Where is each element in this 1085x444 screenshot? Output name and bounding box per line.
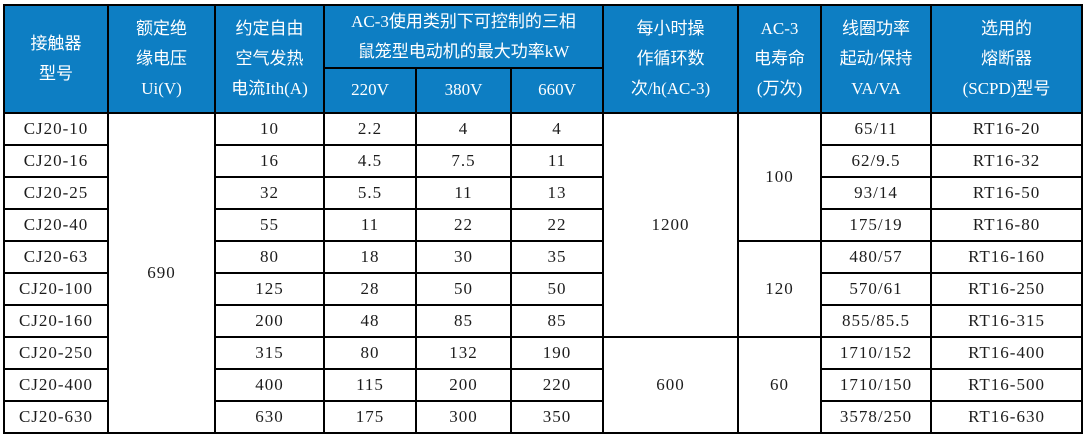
cell-thermal-current: 200 <box>214 304 325 338</box>
cell-model: CJ20-25 <box>3 176 109 210</box>
cell-model: CJ20-40 <box>3 208 109 242</box>
cell-coil-power: 175/19 <box>820 208 933 242</box>
cell-fuse-model: RT16-50 <box>930 176 1084 210</box>
cell-power-380v: 300 <box>415 400 512 434</box>
cell-model: CJ20-63 <box>3 240 109 274</box>
cell-coil-power: 62/9.5 <box>820 144 933 178</box>
header-insulation-voltage: 额定绝 缘电压 Ui(V) <box>107 4 216 114</box>
cell-coil-power: 65/11 <box>820 112 933 146</box>
cell-electrical-life: 120 <box>737 240 823 338</box>
cell-fuse-model: RT16-250 <box>930 272 1084 306</box>
cell-power-660v: 35 <box>509 240 605 274</box>
cell-model: CJ20-10 <box>3 112 109 146</box>
cell-thermal-current: 80 <box>214 240 325 274</box>
cell-insulation-voltage: 690 <box>107 112 216 434</box>
contactor-spec-table: 接触器 型号 额定绝 缘电压 Ui(V) 约定自由 空气发热 电流Ith(A) … <box>3 4 1084 434</box>
header-coil-power: 线圈功率 起动/保持 VA/VA <box>820 4 933 114</box>
header-ac3-max-power: AC-3使用类别下可控制的三相 鼠笼型电动机的最大功率kW <box>322 4 605 69</box>
cell-fuse-model: RT16-80 <box>930 208 1084 242</box>
cell-power-220v: 5.5 <box>323 176 417 210</box>
cell-power-220v: 80 <box>323 336 417 370</box>
cell-power-660v: 13 <box>509 176 605 210</box>
cell-thermal-current: 630 <box>214 400 325 434</box>
cell-model: CJ20-630 <box>3 400 109 434</box>
cell-power-660v: 190 <box>509 336 605 370</box>
cell-thermal-current: 400 <box>214 368 325 402</box>
cell-fuse-model: RT16-400 <box>930 336 1084 370</box>
cell-coil-power: 93/14 <box>820 176 933 210</box>
header-380v: 380V <box>415 67 512 114</box>
table-row: CJ20-250 315 80 132 190 600 60 1710/152 … <box>3 336 1084 434</box>
table-row: CJ20-63 80 18 30 35 120 480/57 RT16-160 <box>3 240 1084 338</box>
cell-power-660v: 85 <box>509 304 605 338</box>
cell-power-660v: 4 <box>509 112 605 146</box>
table-row: CJ20-400 400 115 200 220 1710/150 RT16-5… <box>3 368 1084 402</box>
cell-coil-power: 1710/150 <box>820 368 933 402</box>
cell-fuse-model: RT16-32 <box>930 144 1084 178</box>
cell-power-660v: 11 <box>509 144 605 178</box>
cell-thermal-current: 16 <box>214 144 325 178</box>
header-electrical-life: AC-3 电寿命 (万次) <box>737 4 823 114</box>
cell-power-660v: 22 <box>509 208 605 242</box>
cell-fuse-model: RT16-500 <box>930 368 1084 402</box>
header-thermal-current: 约定自由 空气发热 电流Ith(A) <box>214 4 325 114</box>
cell-power-220v: 48 <box>323 304 417 338</box>
cell-power-380v: 22 <box>415 208 512 242</box>
cell-model: CJ20-250 <box>3 336 109 370</box>
cell-coil-power: 855/85.5 <box>820 304 933 338</box>
cell-power-660v: 220 <box>509 368 605 402</box>
cell-power-220v: 11 <box>323 208 417 242</box>
cell-model: CJ20-400 <box>3 368 109 402</box>
header-660v: 660V <box>509 67 605 114</box>
cell-fuse-model: RT16-315 <box>930 304 1084 338</box>
cell-coil-power: 3578/250 <box>820 400 933 434</box>
cell-electrical-life: 60 <box>737 336 823 434</box>
table-row: CJ20-16 16 4.5 7.5 11 62/9.5 RT16-32 <box>3 144 1084 178</box>
cell-thermal-current: 32 <box>214 176 325 210</box>
cell-power-220v: 115 <box>323 368 417 402</box>
cell-model: CJ20-16 <box>3 144 109 178</box>
cell-model: CJ20-100 <box>3 272 109 306</box>
cell-power-660v: 50 <box>509 272 605 306</box>
cell-coil-power: 480/57 <box>820 240 933 274</box>
cell-thermal-current: 10 <box>214 112 325 146</box>
cell-power-220v: 18 <box>323 240 417 274</box>
cell-fuse-model: RT16-160 <box>930 240 1084 274</box>
cell-coil-power: 1710/152 <box>820 336 933 370</box>
cell-coil-power: 570/61 <box>820 272 933 306</box>
table-row: CJ20-160 200 48 85 85 855/85.5 RT16-315 <box>3 304 1084 338</box>
table-row: CJ20-630 630 175 300 350 3578/250 RT16-6… <box>3 400 1084 434</box>
cell-power-220v: 28 <box>323 272 417 306</box>
cell-power-380v: 85 <box>415 304 512 338</box>
cell-power-380v: 200 <box>415 368 512 402</box>
header-operating-cycles: 每小时操 作循环数 次/h(AC-3) <box>602 4 740 114</box>
cell-thermal-current: 125 <box>214 272 325 306</box>
cell-power-380v: 4 <box>415 112 512 146</box>
table-row: CJ20-40 55 11 22 22 175/19 RT16-80 <box>3 208 1084 242</box>
cell-power-220v: 2.2 <box>323 112 417 146</box>
cell-power-220v: 175 <box>323 400 417 434</box>
header-fuse-model: 选用的 熔断器 (SCPD)型号 <box>930 4 1084 114</box>
table-row: CJ20-25 32 5.5 11 13 93/14 RT16-50 <box>3 176 1084 210</box>
cell-power-380v: 132 <box>415 336 512 370</box>
cell-power-380v: 30 <box>415 240 512 274</box>
cell-electrical-life: 100 <box>737 112 823 242</box>
table-row: CJ20-100 125 28 50 50 570/61 RT16-250 <box>3 272 1084 306</box>
table-row: CJ20-10 690 10 2.2 4 4 1200 100 65/11 RT… <box>3 112 1084 434</box>
cell-fuse-model: RT16-630 <box>930 400 1084 434</box>
cell-power-380v: 7.5 <box>415 144 512 178</box>
cell-power-380v: 50 <box>415 272 512 306</box>
header-contactor-model: 接触器 型号 <box>3 4 109 114</box>
cell-fuse-model: RT16-20 <box>930 112 1084 146</box>
cell-power-220v: 4.5 <box>323 144 417 178</box>
cell-power-660v: 350 <box>509 400 605 434</box>
cell-power-380v: 11 <box>415 176 512 210</box>
cell-thermal-current: 55 <box>214 208 325 242</box>
cell-thermal-current: 315 <box>214 336 325 370</box>
header-220v: 220V <box>323 67 417 114</box>
cell-operating-cycles: 1200 <box>602 112 740 338</box>
cell-operating-cycles: 600 <box>602 336 740 434</box>
cell-model: CJ20-160 <box>3 304 109 338</box>
